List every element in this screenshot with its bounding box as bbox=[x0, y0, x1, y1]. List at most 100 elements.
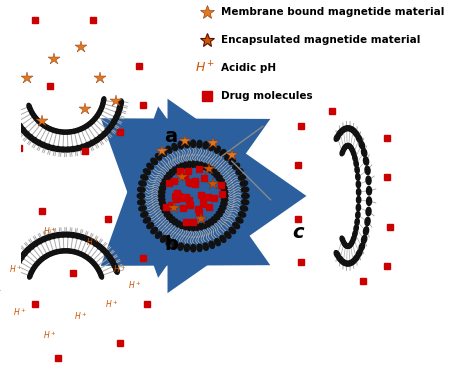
Ellipse shape bbox=[109, 258, 115, 265]
Ellipse shape bbox=[348, 242, 353, 248]
Ellipse shape bbox=[365, 166, 370, 175]
Ellipse shape bbox=[36, 118, 42, 124]
Ellipse shape bbox=[41, 123, 47, 128]
Ellipse shape bbox=[98, 107, 103, 113]
Ellipse shape bbox=[114, 266, 119, 274]
Ellipse shape bbox=[118, 99, 123, 107]
Ellipse shape bbox=[107, 253, 113, 261]
Ellipse shape bbox=[83, 236, 91, 242]
Ellipse shape bbox=[69, 232, 77, 237]
Ellipse shape bbox=[346, 244, 352, 248]
Ellipse shape bbox=[344, 144, 351, 148]
Ellipse shape bbox=[170, 217, 175, 222]
Ellipse shape bbox=[144, 169, 151, 175]
Ellipse shape bbox=[173, 167, 178, 173]
Ellipse shape bbox=[139, 181, 146, 186]
Ellipse shape bbox=[209, 144, 214, 151]
Ellipse shape bbox=[203, 243, 208, 250]
Ellipse shape bbox=[341, 240, 346, 246]
Ellipse shape bbox=[164, 211, 170, 217]
Ellipse shape bbox=[209, 241, 214, 248]
Ellipse shape bbox=[354, 160, 358, 167]
Ellipse shape bbox=[100, 246, 107, 253]
Ellipse shape bbox=[233, 163, 239, 169]
Ellipse shape bbox=[221, 197, 228, 202]
Ellipse shape bbox=[12, 266, 18, 274]
Ellipse shape bbox=[183, 162, 188, 168]
Ellipse shape bbox=[238, 175, 246, 180]
Ellipse shape bbox=[67, 249, 74, 253]
Ellipse shape bbox=[203, 142, 208, 149]
Ellipse shape bbox=[100, 104, 104, 110]
Ellipse shape bbox=[233, 223, 239, 229]
Ellipse shape bbox=[225, 154, 231, 160]
Ellipse shape bbox=[36, 238, 44, 244]
Ellipse shape bbox=[64, 249, 71, 253]
Ellipse shape bbox=[96, 267, 101, 273]
Ellipse shape bbox=[67, 130, 74, 134]
Ellipse shape bbox=[12, 113, 18, 121]
Ellipse shape bbox=[240, 181, 247, 186]
Ellipse shape bbox=[355, 218, 359, 225]
Ellipse shape bbox=[337, 129, 344, 137]
Ellipse shape bbox=[241, 187, 249, 192]
Ellipse shape bbox=[241, 200, 249, 205]
Ellipse shape bbox=[49, 233, 58, 239]
Ellipse shape bbox=[29, 269, 34, 276]
Ellipse shape bbox=[353, 254, 359, 262]
Ellipse shape bbox=[96, 243, 103, 250]
Ellipse shape bbox=[173, 219, 178, 225]
Text: Encapsulated magnetide material: Encapsulated magnetide material bbox=[221, 35, 421, 45]
Ellipse shape bbox=[344, 244, 351, 248]
Ellipse shape bbox=[112, 262, 118, 270]
Ellipse shape bbox=[113, 114, 119, 121]
Ellipse shape bbox=[341, 146, 346, 152]
Ellipse shape bbox=[364, 157, 369, 165]
Ellipse shape bbox=[87, 121, 93, 126]
Text: Membrane bound magnetide material: Membrane bound magnetide material bbox=[221, 7, 445, 17]
Text: $H^+$: $H^+$ bbox=[44, 329, 57, 341]
Ellipse shape bbox=[81, 253, 87, 258]
Ellipse shape bbox=[366, 187, 372, 195]
Ellipse shape bbox=[209, 219, 214, 225]
Ellipse shape bbox=[343, 242, 348, 248]
Ellipse shape bbox=[88, 238, 95, 244]
Ellipse shape bbox=[354, 225, 358, 232]
Ellipse shape bbox=[348, 144, 353, 150]
Ellipse shape bbox=[364, 227, 369, 235]
Ellipse shape bbox=[69, 147, 77, 152]
Ellipse shape bbox=[220, 149, 226, 156]
Ellipse shape bbox=[162, 208, 168, 213]
Ellipse shape bbox=[73, 233, 82, 239]
Text: $H^+$: $H^+$ bbox=[9, 263, 22, 275]
Ellipse shape bbox=[158, 194, 164, 198]
Ellipse shape bbox=[28, 243, 35, 250]
Ellipse shape bbox=[221, 201, 227, 206]
Ellipse shape bbox=[39, 142, 47, 148]
Ellipse shape bbox=[339, 259, 347, 265]
Ellipse shape bbox=[199, 162, 203, 168]
Ellipse shape bbox=[242, 194, 249, 198]
Ellipse shape bbox=[176, 221, 181, 227]
Ellipse shape bbox=[84, 123, 90, 128]
Ellipse shape bbox=[159, 186, 165, 191]
Ellipse shape bbox=[161, 149, 166, 156]
Ellipse shape bbox=[30, 267, 36, 273]
Ellipse shape bbox=[103, 250, 110, 257]
Ellipse shape bbox=[346, 126, 354, 131]
Ellipse shape bbox=[97, 134, 104, 140]
Ellipse shape bbox=[89, 259, 95, 264]
Ellipse shape bbox=[155, 232, 162, 238]
Text: $H^+$: $H^+$ bbox=[74, 310, 88, 322]
Ellipse shape bbox=[180, 163, 184, 170]
Ellipse shape bbox=[191, 140, 196, 147]
Ellipse shape bbox=[117, 104, 122, 112]
Ellipse shape bbox=[79, 144, 87, 149]
Ellipse shape bbox=[197, 140, 202, 148]
Ellipse shape bbox=[356, 196, 361, 203]
Ellipse shape bbox=[356, 135, 362, 143]
Text: $H^+$: $H^+$ bbox=[105, 298, 118, 310]
Ellipse shape bbox=[337, 255, 344, 263]
Ellipse shape bbox=[93, 137, 100, 144]
Ellipse shape bbox=[34, 116, 39, 122]
